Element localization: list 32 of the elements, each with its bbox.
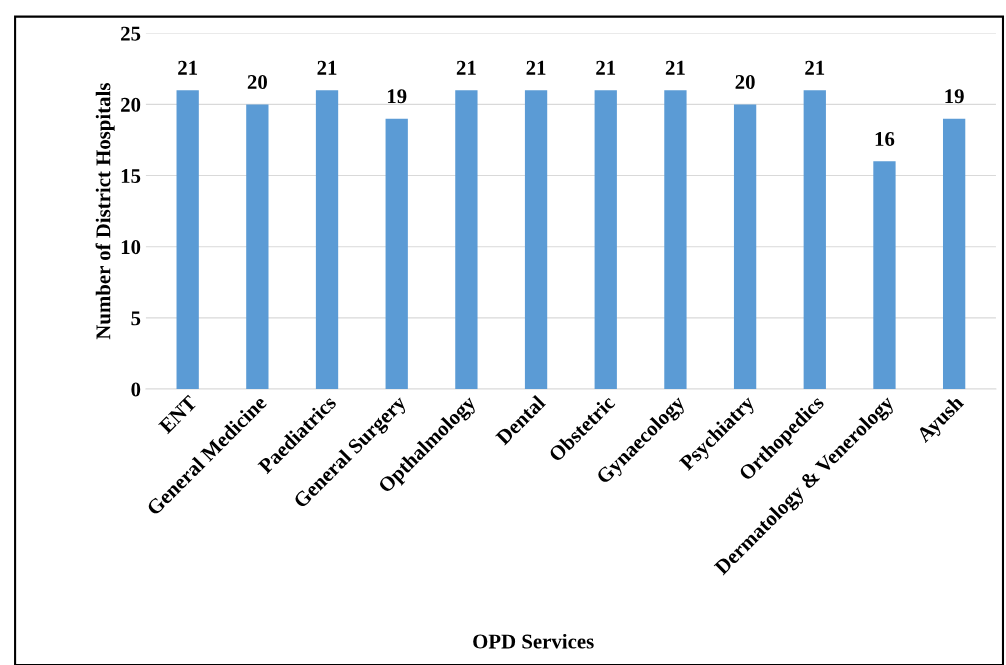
data-label: 19 (387, 89, 407, 104)
data-label: 21 (805, 60, 825, 75)
y-tick-label: 20 (121, 97, 141, 112)
bar (942, 118, 966, 390)
bar (385, 118, 408, 390)
data-label: 21 (317, 60, 337, 75)
bar (524, 90, 548, 390)
bar (803, 90, 826, 390)
data-label: 21 (596, 60, 616, 75)
data-label: 21 (178, 60, 198, 75)
data-label: 19 (945, 89, 964, 104)
y-tick-label: 25 (121, 26, 141, 41)
data-label: 16 (875, 131, 895, 146)
bar (455, 90, 478, 390)
bar (733, 104, 757, 390)
bar (594, 90, 617, 390)
bar (246, 104, 269, 390)
y-tick-label: 5 (131, 311, 141, 326)
data-label: 21 (665, 60, 685, 75)
data-label: 20 (735, 75, 755, 90)
y-tick-label: 0 (131, 382, 141, 397)
y-tick-label: 15 (121, 169, 141, 183)
bar (664, 90, 687, 390)
bar (873, 161, 896, 390)
data-label: 20 (247, 75, 267, 90)
data-label: 21 (456, 60, 476, 75)
bar (176, 90, 199, 390)
y-axis-title: Number of District Hospitals (95, 83, 115, 340)
x-axis-title: OPD Services (473, 633, 594, 649)
bar (315, 90, 339, 390)
data-label: 21 (526, 60, 546, 75)
y-tick-label: 10 (121, 240, 141, 255)
